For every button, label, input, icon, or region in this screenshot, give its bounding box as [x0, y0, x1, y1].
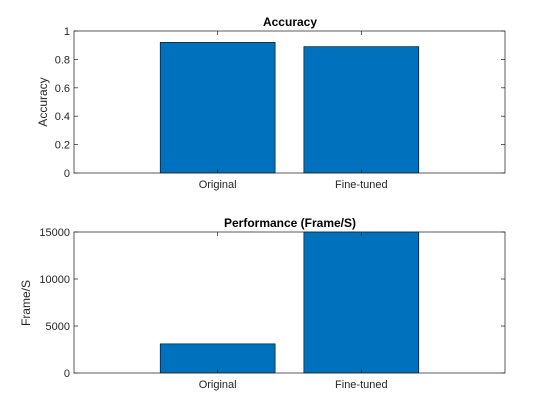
accuracy-bars: [159, 42, 420, 174]
performance-chart-title: Performance (Frame/S): [224, 216, 356, 230]
accuracy-chart-title: Accuracy: [263, 15, 317, 29]
accuracy-chart: Accuracy Accuracy Original Fine-tuned 0 0.2…: [36, 15, 506, 191]
performance-bar-1: [159, 343, 276, 374]
performance-axes-box: [73, 231, 506, 374]
performance-y-axis-label: Frame/S: [19, 280, 33, 326]
accuracy-axes-box: [73, 30, 506, 174]
performance-x-tick-label-1: Original: [199, 379, 237, 391]
accuracy-bar-1: [159, 42, 276, 174]
accuracy-y-tick-label-5: 1: [64, 26, 70, 38]
performance-y-tick-label-0: 0: [64, 368, 70, 380]
accuracy-y-tick-label-1: 0.2: [55, 140, 70, 152]
accuracy-y-tick-label-0: 0: [64, 168, 70, 180]
accuracy-bar-2: [303, 46, 420, 174]
performance-chart: Performance (Frame/S) Frame/S Original Fi…: [19, 216, 506, 391]
accuracy-y-axis-label: Accuracy: [36, 77, 50, 126]
accuracy-x-tick-label-1: Original: [199, 179, 237, 191]
accuracy-y-tick-label-4: 0.8: [55, 54, 70, 66]
accuracy-x-tick-label-2: Fine-tuned: [335, 179, 388, 191]
accuracy-tick-labels: Original Fine-tuned 0 0.2 0.4 0.6 0.8 1: [55, 26, 388, 191]
performance-y-tick-label-1: 5000: [46, 321, 70, 333]
accuracy-y-tick-label-2: 0.4: [55, 111, 70, 123]
accuracy-y-tick-label-3: 0.6: [55, 83, 70, 95]
performance-bar-2: [303, 231, 420, 374]
performance-y-tick-label-3: 15000: [39, 227, 70, 239]
performance-x-tick-label-2: Fine-tuned: [335, 379, 388, 391]
performance-tick-labels: Original Fine-tuned 0 5000 10000 15000: [39, 227, 387, 391]
performance-y-tick-label-2: 10000: [39, 274, 70, 286]
performance-bars: [159, 231, 420, 374]
